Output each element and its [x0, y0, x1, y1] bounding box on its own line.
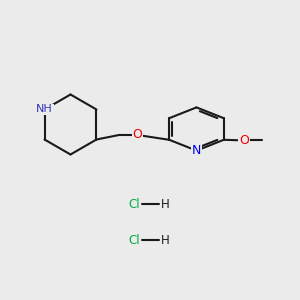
Text: O: O [133, 128, 142, 142]
Text: N: N [192, 144, 201, 157]
Text: Cl: Cl [129, 197, 140, 211]
Text: H: H [161, 197, 170, 211]
Text: NH: NH [36, 104, 53, 115]
Text: Cl: Cl [129, 233, 140, 247]
Text: H: H [161, 233, 170, 247]
Text: O: O [239, 134, 249, 147]
